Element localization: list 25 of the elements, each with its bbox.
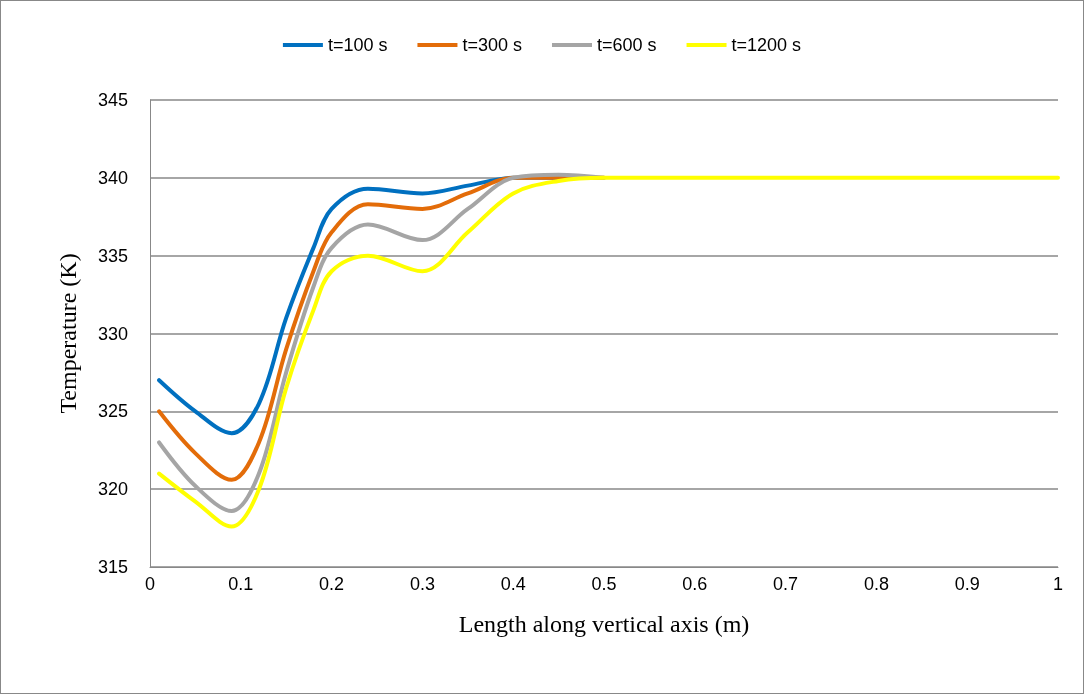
y-tick-label: 320 [97, 479, 128, 500]
y-tick-label: 330 [97, 323, 128, 344]
legend-label: t=1200 s [731, 35, 802, 55]
legend-label: t=300 s [462, 35, 522, 55]
y-tick-label: 340 [97, 167, 128, 188]
y-tick-label: 335 [97, 245, 128, 266]
x-tick-label: 0 [144, 574, 156, 594]
x-tick-label: 0.1 [228, 574, 254, 594]
x-tick-label: 1 [1052, 574, 1064, 594]
line-series [157, 175, 1060, 529]
legend-label: t=600 s [596, 35, 657, 55]
x-tick-label: 0.2 [319, 574, 345, 594]
legend-label: t=100 s [327, 35, 388, 55]
x-tick-label: 0.7 [773, 574, 799, 594]
y-tick-label: 325 [97, 401, 128, 422]
x-tick-label: 0.5 [591, 574, 617, 594]
x-tick-label: 0.8 [863, 574, 889, 594]
x-tick-label: 0.3 [409, 574, 435, 594]
x-tick-label: 0.9 [954, 574, 980, 594]
y-tick-label: 315 [97, 557, 128, 577]
y-axis-title: Temperature (K) [55, 253, 81, 414]
x-tick-label: 0.4 [500, 574, 526, 594]
x-axis-title: Length along vertical axis (m) [458, 611, 750, 637]
x-tick-label: 0.6 [682, 574, 708, 594]
y-tick-label: 345 [97, 90, 128, 110]
